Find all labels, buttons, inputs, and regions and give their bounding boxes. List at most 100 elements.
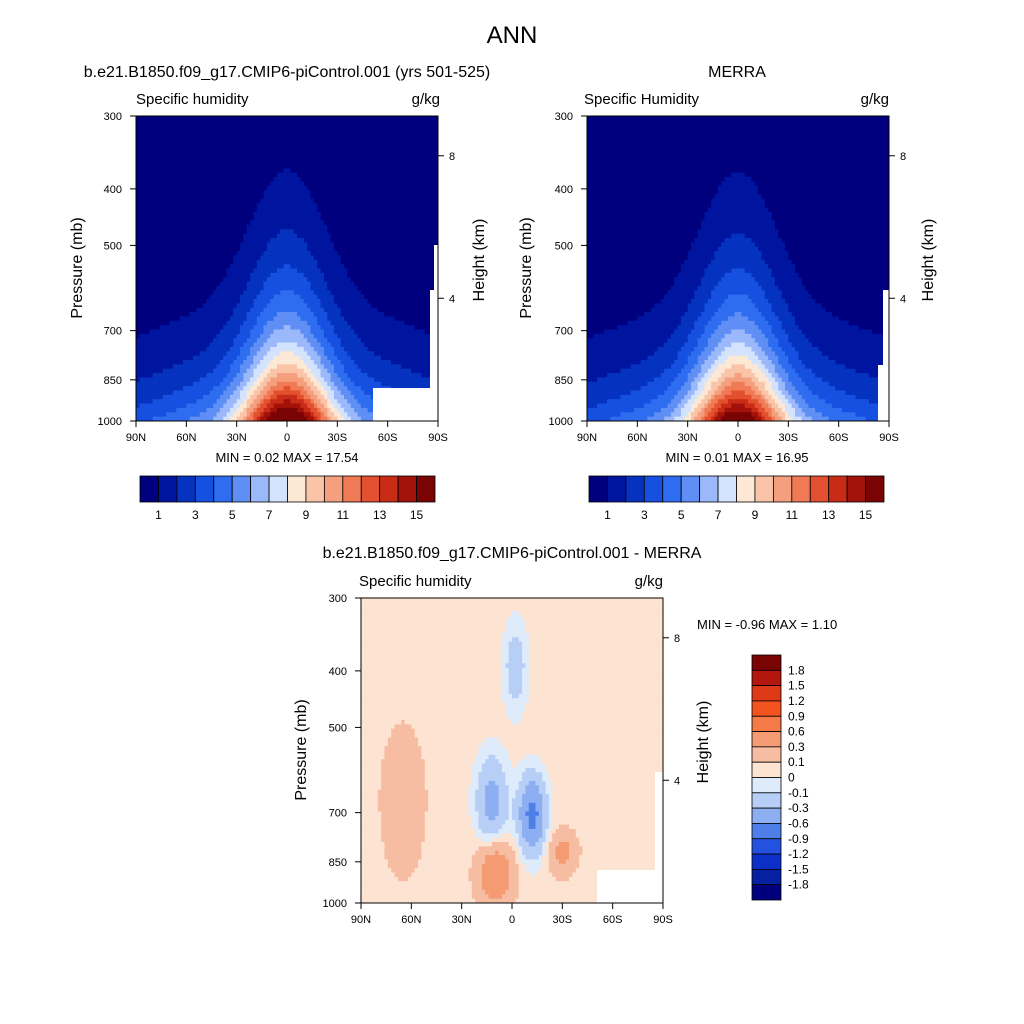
- contour-cell: [303, 333, 315, 339]
- contour-cell: [424, 833, 476, 839]
- contour-cell: [711, 381, 722, 387]
- contour-cell: [333, 390, 342, 396]
- contour-cell: [518, 693, 530, 699]
- contour-cell: [485, 802, 500, 808]
- contour-cell: [381, 776, 426, 782]
- contour-cell: [774, 351, 786, 357]
- contour-cell: [481, 881, 510, 887]
- contour-cell: [701, 312, 716, 318]
- contour-cell: [515, 824, 523, 830]
- contour-cell: [270, 272, 305, 278]
- contour-cell: [761, 394, 766, 400]
- contour-cell: [805, 412, 823, 418]
- contour-cell: [361, 772, 382, 778]
- panel-variable-label: Specific humidity: [359, 573, 472, 590]
- colorbar-swatch: [194, 475, 215, 503]
- contour-cell: [327, 403, 335, 409]
- contour-cell: [522, 776, 543, 782]
- contour-cell: [522, 715, 663, 721]
- contour-cell: [246, 368, 255, 374]
- contour-cell: [768, 207, 889, 213]
- contour-cell: [333, 364, 345, 370]
- contour-cell: [136, 307, 197, 313]
- contour-cell: [754, 338, 769, 344]
- colorbar-swatch: [751, 792, 782, 809]
- y-tick-label: 300: [104, 111, 122, 123]
- contour-cell: [136, 177, 275, 182]
- contour-cell: [811, 294, 889, 300]
- contour-cell: [136, 194, 265, 200]
- contour-cell: [630, 364, 672, 370]
- contour-cell: [548, 828, 557, 834]
- contour-cell: [677, 403, 685, 409]
- contour-cell: [421, 754, 476, 760]
- y-tick-label: 500: [555, 240, 573, 252]
- contour-cell: [501, 676, 510, 682]
- contour-cell: [354, 394, 372, 400]
- contour-cell: [411, 724, 663, 730]
- contour-cell: [276, 394, 298, 400]
- contour-cell: [774, 312, 793, 318]
- contour-cell: [219, 394, 231, 400]
- contour-cell: [421, 842, 493, 847]
- contour-cell: [243, 399, 248, 405]
- panel-variable-label: Specific humidity: [136, 91, 249, 108]
- contour-cell: [418, 737, 486, 743]
- contour-cell: [424, 837, 483, 843]
- contour-cell: [136, 264, 231, 270]
- contour-cell: [136, 386, 184, 392]
- contour-cell: [293, 229, 328, 235]
- contour-cell: [691, 403, 699, 409]
- contour-cell: [711, 373, 722, 379]
- contour-cell: [781, 320, 796, 326]
- contour-cell: [778, 386, 786, 392]
- contour-cell: [333, 394, 345, 400]
- contour-cell: [758, 412, 763, 418]
- contour-cell: [684, 259, 712, 265]
- contour-cell: [508, 754, 527, 760]
- contour-cell: [233, 403, 241, 409]
- y-tick-label: 850: [104, 375, 122, 387]
- contour-cell: [387, 737, 419, 743]
- contour-cell: [340, 255, 438, 261]
- contour-cell: [498, 794, 510, 800]
- contour-cell: [528, 802, 537, 808]
- contour-cell: [508, 645, 523, 651]
- contour-cell: [481, 872, 510, 878]
- contour-cell: [707, 355, 719, 361]
- contour-cell: [579, 842, 663, 847]
- contour-cell: [552, 807, 663, 813]
- contour-cell: [330, 386, 338, 392]
- contour-cell: [136, 172, 278, 178]
- contour-cell: [684, 416, 692, 421]
- contour-cell: [684, 342, 699, 348]
- contour-cell: [771, 216, 889, 222]
- contour-cell: [532, 872, 537, 878]
- contour-cell: [273, 329, 302, 335]
- contour-cell: [471, 776, 480, 782]
- contour-cell: [421, 846, 480, 852]
- contour-cell: [707, 320, 722, 326]
- y2-axis-label: Height (km): [471, 219, 488, 302]
- contour-cell: [784, 386, 796, 392]
- contour-cell: [707, 299, 726, 304]
- contour-cell: [684, 381, 692, 387]
- contour-cell: [754, 351, 766, 357]
- contour-cell: [361, 733, 392, 739]
- contour-cell: [330, 407, 338, 413]
- contour-cell: [548, 811, 553, 817]
- contour-cell: [528, 685, 663, 691]
- contour-cell: [518, 850, 523, 856]
- contour-cell: [518, 611, 663, 617]
- contour-cell: [505, 628, 527, 634]
- contour-cell: [381, 763, 426, 769]
- contour-cell: [731, 364, 746, 370]
- contour-cell: [535, 807, 543, 813]
- contour-cell: [266, 277, 308, 283]
- contour-cell: [548, 772, 663, 778]
- contour-cell: [805, 333, 883, 339]
- contour-cell: [276, 342, 298, 348]
- contour-cell: [701, 407, 706, 413]
- contour-cell: [582, 850, 663, 856]
- contour-cell: [542, 850, 547, 856]
